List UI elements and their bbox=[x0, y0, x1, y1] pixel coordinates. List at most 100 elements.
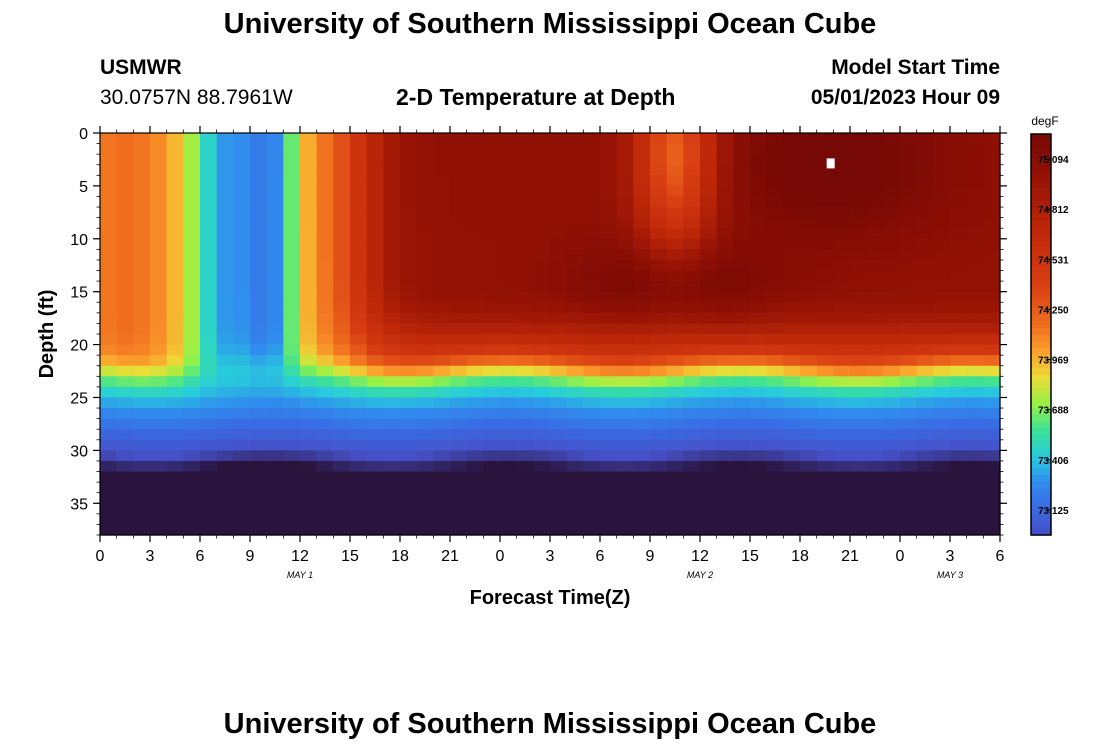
heatmap-cell bbox=[883, 154, 901, 166]
heatmap-cell bbox=[466, 323, 484, 335]
heatmap-cell bbox=[600, 450, 618, 462]
heatmap-cell bbox=[500, 418, 518, 430]
heatmap-cell bbox=[166, 270, 184, 282]
heatmap-cell bbox=[883, 259, 901, 272]
heatmap-cell bbox=[750, 154, 768, 166]
heatmap-cell bbox=[566, 397, 584, 409]
x-tick-label: 21 bbox=[841, 548, 859, 565]
heatmap-cell bbox=[550, 291, 568, 303]
heatmap-cell bbox=[916, 365, 934, 377]
heatmap-cell bbox=[516, 259, 534, 272]
heatmap-cell bbox=[300, 143, 318, 155]
colorbar-segment bbox=[1031, 307, 1051, 316]
heatmap-cell bbox=[766, 207, 784, 219]
heatmap-cell bbox=[333, 164, 351, 176]
colorbar-segment bbox=[1031, 327, 1051, 336]
heatmap-cell bbox=[550, 228, 568, 240]
heatmap-cell bbox=[116, 217, 134, 229]
heatmap-cell bbox=[500, 217, 518, 229]
heatmap-cell bbox=[183, 196, 201, 208]
heatmap-cell bbox=[900, 334, 918, 346]
heatmap-cell bbox=[616, 492, 634, 504]
heatmap-cell bbox=[583, 492, 601, 504]
heatmap-cell bbox=[700, 238, 718, 250]
heatmap-cell bbox=[250, 397, 268, 409]
heatmap-cell bbox=[833, 513, 851, 526]
heatmap-cell bbox=[816, 376, 834, 388]
heatmap-cell bbox=[816, 513, 834, 526]
heatmap-cell bbox=[150, 259, 168, 272]
heatmap-cell bbox=[683, 344, 701, 356]
heatmap-cell bbox=[250, 334, 268, 346]
heatmap-cell bbox=[166, 185, 184, 198]
heatmap-cell bbox=[950, 418, 968, 430]
heatmap-cell bbox=[666, 365, 684, 377]
heatmap-cell bbox=[366, 217, 384, 229]
colorbar-segment bbox=[1031, 334, 1051, 342]
heatmap-cell bbox=[800, 450, 818, 462]
heatmap-cell bbox=[300, 503, 318, 515]
heatmap-cell bbox=[350, 133, 368, 145]
heatmap-cell bbox=[633, 207, 651, 219]
heatmap-cell bbox=[933, 323, 951, 335]
heatmap-cell bbox=[350, 376, 368, 388]
heatmap-cell bbox=[450, 355, 468, 367]
heatmap-cell bbox=[183, 365, 201, 377]
heatmap-cell bbox=[483, 143, 501, 155]
heatmap-cell bbox=[133, 471, 151, 483]
heatmap-cell bbox=[833, 439, 851, 451]
heatmap-cell bbox=[283, 259, 301, 272]
heatmap-cell bbox=[283, 344, 301, 356]
heatmap-cell bbox=[250, 344, 268, 356]
heatmap-cell bbox=[933, 238, 951, 250]
heatmap-cell bbox=[750, 355, 768, 367]
heatmap-cell bbox=[616, 503, 634, 515]
heatmap-cell bbox=[966, 270, 984, 282]
heatmap-cell bbox=[350, 249, 368, 261]
date-label: MAY 1 bbox=[287, 570, 313, 580]
heatmap-cell bbox=[483, 323, 501, 335]
colorbar-segment bbox=[1031, 267, 1051, 275]
heatmap-cell bbox=[816, 482, 834, 494]
heatmap-cell bbox=[416, 482, 434, 494]
heatmap-cell bbox=[883, 450, 901, 462]
heatmap-cell bbox=[316, 450, 334, 462]
heatmap-cell bbox=[783, 154, 801, 166]
colorbar-segment bbox=[1031, 374, 1051, 382]
heatmap-cell bbox=[250, 238, 268, 250]
colorbar: 75.09474.81274.53174.25073.96973.68873.4… bbox=[1030, 133, 1069, 536]
heatmap-cell bbox=[850, 492, 868, 504]
heatmap-cell bbox=[750, 503, 768, 515]
heatmap-cell bbox=[550, 344, 568, 356]
heatmap-cell bbox=[733, 408, 751, 420]
colorbar-segment bbox=[1031, 387, 1051, 396]
heatmap-cell bbox=[450, 196, 468, 208]
heatmap-cell bbox=[383, 386, 401, 399]
heatmap-cell bbox=[383, 376, 401, 388]
heatmap-cell bbox=[550, 281, 568, 293]
heatmap-cell bbox=[200, 408, 218, 420]
heatmap-cell bbox=[766, 302, 784, 314]
heatmap-cell bbox=[983, 334, 1001, 346]
heatmap-cell bbox=[233, 323, 251, 335]
heatmap-cell bbox=[933, 397, 951, 409]
heatmap-cell bbox=[850, 207, 868, 219]
heatmap-cell bbox=[216, 418, 234, 430]
heatmap-cell bbox=[716, 418, 734, 430]
heatmap-cell bbox=[583, 418, 601, 430]
heatmap-cell bbox=[150, 154, 168, 166]
heatmap-cell bbox=[683, 439, 701, 451]
heatmap-cell bbox=[466, 133, 484, 145]
heatmap-cell bbox=[100, 133, 118, 145]
heatmap-cell bbox=[933, 429, 951, 441]
heatmap-cell bbox=[733, 397, 751, 409]
heatmap-cell bbox=[633, 334, 651, 346]
heatmap-cell bbox=[283, 133, 301, 145]
heatmap-cell bbox=[533, 471, 551, 483]
heatmap-cell bbox=[916, 376, 934, 388]
heatmap-cell bbox=[216, 429, 234, 441]
heatmap-cell bbox=[466, 471, 484, 483]
heatmap-cell bbox=[533, 185, 551, 198]
heatmap-cell bbox=[866, 270, 884, 282]
heatmap-cell bbox=[250, 270, 268, 282]
